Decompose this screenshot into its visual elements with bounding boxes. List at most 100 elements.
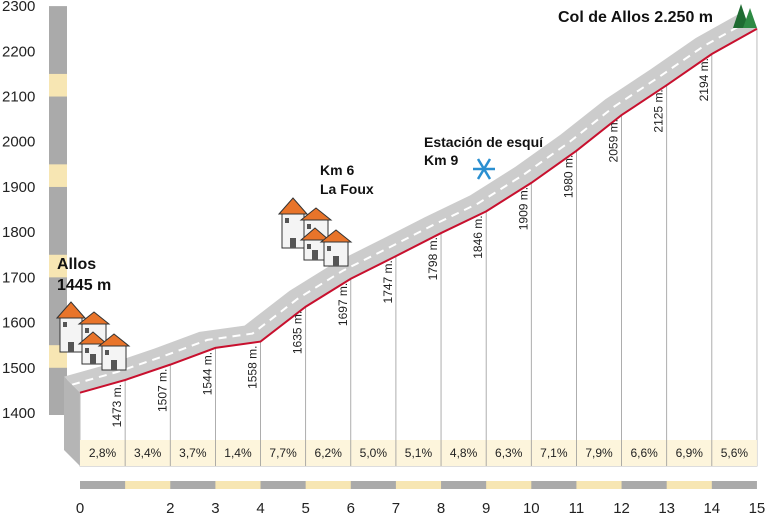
village-house-icon-la-foux [277, 197, 353, 267]
house-roof [97, 333, 131, 347]
x-tick-label: 3 [211, 500, 219, 517]
y-ruler-segment [49, 164, 67, 187]
house-door [90, 354, 96, 364]
y-axis-ticks: 1400 1500 1600 1700 1800 1900 2000 2100 2200 2300 [2, 0, 35, 422]
x-tick-label: 6 [347, 500, 355, 517]
profile-area [79, 27, 758, 467]
house-door [290, 238, 296, 248]
house-window [285, 218, 289, 223]
house-window [307, 224, 311, 229]
x-tick-label: 2 [166, 500, 174, 517]
gradient-label: 6,9% [676, 446, 704, 460]
mountain-icon [733, 4, 757, 28]
x-tick-label: 9 [482, 500, 490, 517]
x-tick-label: 10 [523, 500, 540, 517]
house-window [105, 350, 109, 355]
y-tick-label: 2200 [2, 43, 35, 60]
elevation-label: 1846 m. [471, 215, 485, 258]
y-tick-label: 1600 [2, 315, 35, 332]
ski-station-km-label: Km 9 [424, 152, 458, 168]
elevation-label: 1635 m. [291, 311, 305, 354]
y-tick-label: 1900 [2, 179, 35, 196]
y-tick-label: 1500 [2, 360, 35, 377]
gradient-label: 2,8% [89, 446, 117, 460]
house-roof [277, 197, 309, 215]
house-door [68, 342, 74, 352]
x-tick-label: 14 [703, 500, 720, 517]
elevation-label: 1544 m. [200, 352, 214, 395]
km6-label: Km 6 [320, 162, 354, 178]
snowflake-icon [473, 158, 495, 180]
elevation-label: 2059 m. [607, 119, 621, 162]
summit-label: Col de Allos 2.250 m [558, 9, 713, 26]
gradient-label: 5,1% [405, 446, 433, 460]
gradient-label: 3,4% [134, 446, 162, 460]
elevation-label: 1980 m. [561, 155, 575, 198]
gradient-label: 4,8% [450, 446, 478, 460]
gradient-label: 7,1% [540, 446, 568, 460]
x-tick-label: 7 [392, 500, 400, 517]
gradient-label: 7,9% [585, 446, 613, 460]
gradient-labels: 2,8% 3,4% 3,7% 1,4% 7,7% 6,2% 5,0% 5,1% 4,8% 6,3%… [89, 446, 749, 460]
gradient-label: 6,2% [315, 446, 343, 460]
x-ruler-segment [215, 481, 261, 489]
road-centerline [71, 19, 750, 386]
elevation-labels: 1473 m. 1507 m. 1544 m. 1558 m. 1635 m. 1697 … [110, 58, 711, 427]
profile-line-group [79, 27, 758, 394]
house-roof [299, 227, 331, 241]
house-window [327, 246, 331, 251]
house-window [307, 244, 311, 249]
x-ruler-segment [486, 481, 532, 489]
house-door [312, 250, 318, 260]
x-tick-label: 8 [437, 500, 445, 517]
x-tick-label: 4 [256, 500, 264, 517]
elevation-label: 1558 m. [246, 346, 260, 389]
x-ruler-segment [576, 481, 622, 489]
elevation-label: 2125 m. [652, 89, 666, 132]
elevation-label: 1507 m. [155, 369, 169, 412]
x-tick-label: 15 [749, 500, 766, 517]
house-window [85, 328, 89, 333]
elevation-label: 1909 m. [516, 187, 530, 230]
gradient-label: 6,6% [630, 446, 658, 460]
elevation-label: 2194 m. [697, 58, 711, 101]
road-band [64, 12, 757, 466]
house-door [333, 256, 339, 266]
elevation-label: 1473 m. [110, 384, 124, 427]
gradient-label: 1,4% [224, 446, 252, 460]
gradient-label: 3,7% [179, 446, 207, 460]
x-ruler-segment [305, 481, 351, 489]
ski-station-label: Estación de esquí [424, 134, 544, 150]
y-tick-label: 1700 [2, 269, 35, 286]
x-ruler-segment [395, 481, 442, 489]
elevation-label: 1798 m. [426, 237, 440, 280]
gradient-strip [80, 440, 757, 466]
start-elevation-label: 1445 m [57, 277, 111, 294]
elevation-label: 1747 m. [381, 260, 395, 303]
x-ruler-segment [125, 481, 171, 489]
y-tick-label: 1800 [2, 224, 35, 241]
y-tick-label: 2000 [2, 134, 35, 151]
village-house-icon-allos [55, 301, 131, 371]
x-ruler-segment [666, 481, 712, 489]
start-name-label: Allos [57, 256, 96, 273]
y-ruler-segment [49, 73, 67, 97]
road-side-wall [64, 376, 80, 466]
y-tick-label: 2300 [2, 0, 35, 15]
x-tick-label: 12 [613, 500, 630, 517]
x-axis-ticks: 0 2 3 4 5 6 7 8 9 10 11 12 13 14 15 [76, 500, 765, 517]
gradient-label: 5,6% [721, 446, 749, 460]
profile-line [79, 27, 758, 394]
y-tick-label: 1400 [2, 405, 35, 422]
x-tick-label: 13 [658, 500, 675, 517]
x-tick-label: 0 [76, 500, 84, 517]
x-axis-ruler [80, 481, 757, 489]
gradient-label: 6,3% [495, 446, 523, 460]
y-ruler-segment [49, 254, 67, 278]
house-door [111, 360, 117, 370]
house-roof [319, 229, 353, 243]
x-tick-label: 5 [301, 500, 309, 517]
house-roof [77, 331, 109, 345]
house-window [63, 322, 67, 327]
